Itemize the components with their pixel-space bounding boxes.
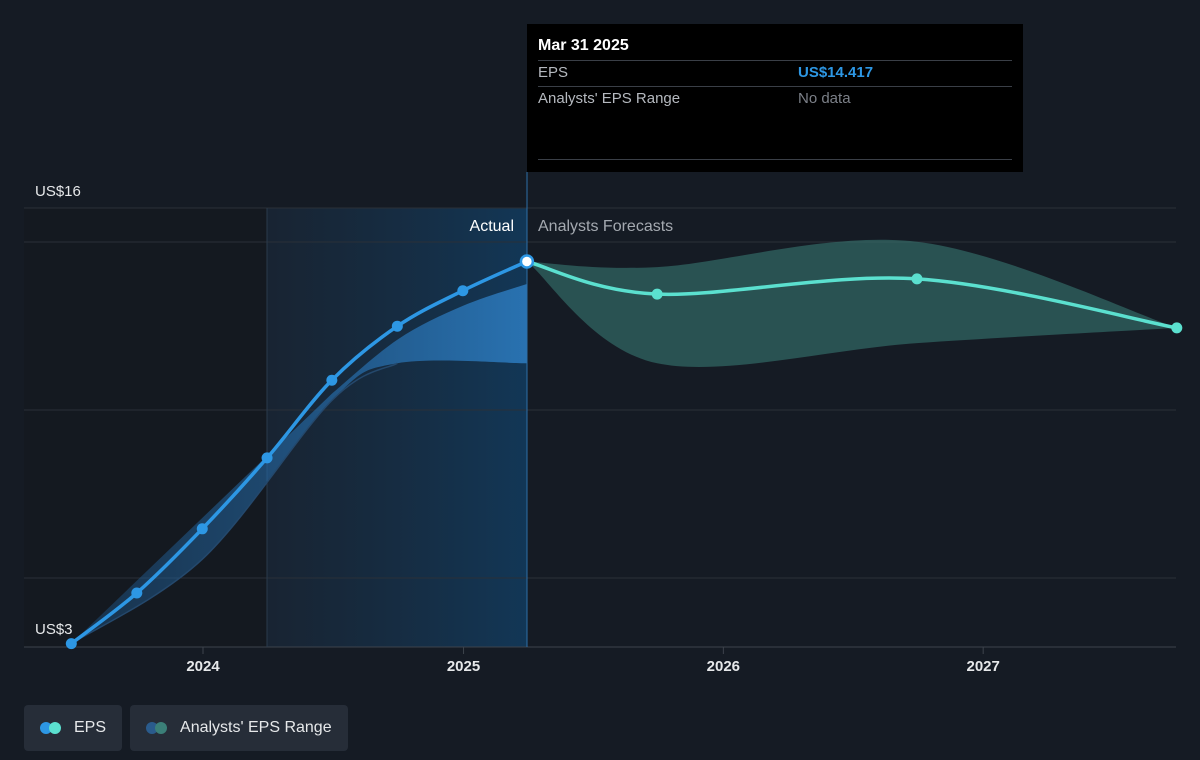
forecast-range-band <box>526 239 1177 367</box>
tooltip-range-label: Analysts' EPS Range <box>538 90 681 107</box>
eps-actual-point[interactable] <box>131 587 143 599</box>
legend-range-swatch <box>146 722 170 734</box>
x-tick-label: 2027 <box>966 658 999 675</box>
eps-actual-line <box>70 259 528 645</box>
eps-points <box>65 254 1183 650</box>
actual-range-band <box>71 284 527 644</box>
tooltip-eps-label: EPS <box>538 64 569 81</box>
hover-tooltip: Mar 31 2025 EPS US$14.417 Analysts' EPS … <box>527 24 1023 172</box>
eps-forecast-point[interactable] <box>651 288 663 300</box>
tooltip-date: Mar 31 2025 <box>538 37 629 54</box>
forecast-section-label: Analysts Forecasts <box>538 218 673 235</box>
legend-eps-label: EPS <box>74 719 107 736</box>
eps-actual-point[interactable] <box>261 452 273 464</box>
eps-actual-point[interactable] <box>391 320 403 332</box>
tooltip-row-eps: EPS US$14.417 <box>538 60 1012 86</box>
eps-chart: US$16 US$3 Actual Analysts Forecasts 202… <box>24 172 1183 675</box>
eps-actual-point[interactable] <box>457 285 469 297</box>
x-axis-ticks: 2024 2025 2026 2027 <box>186 647 1000 675</box>
eps-forecast-point[interactable] <box>911 273 923 285</box>
grid-lines <box>24 207 1176 648</box>
legend-item-eps-range[interactable]: Analysts' EPS Range <box>130 705 348 751</box>
eps-actual-point[interactable] <box>196 523 208 535</box>
eps-actual-point[interactable] <box>326 374 338 386</box>
eps-actual-point[interactable] <box>519 254 535 269</box>
tooltip-divider <box>538 159 1012 160</box>
eps-actual-point[interactable] <box>65 638 77 650</box>
x-tick-label: 2024 <box>186 658 220 675</box>
x-tick-label: 2025 <box>447 658 480 675</box>
tooltip-eps-value: US$14.417 <box>798 64 874 81</box>
y-axis-bottom-label: US$3 <box>35 621 73 638</box>
eps-forecast-point[interactable] <box>1171 322 1183 334</box>
eps-ghost-line <box>70 362 398 645</box>
actual-section-label: Actual <box>470 218 514 235</box>
eps-forecast-line <box>526 259 1178 330</box>
chart-legend: EPS Analysts' EPS Range <box>24 705 348 751</box>
y-axis-top-label: US$16 <box>35 183 81 200</box>
legend-item-eps[interactable]: EPS <box>24 705 123 751</box>
tooltip-range-value: No data <box>798 90 851 107</box>
x-tick-label: 2026 <box>707 658 740 675</box>
tooltip-row-range: Analysts' EPS Range No data <box>538 86 1012 112</box>
chart-svg: US$16 US$3 Actual Analysts Forecasts 202… <box>24 172 1183 675</box>
legend-range-label: Analysts' EPS Range <box>180 719 332 736</box>
legend-eps-swatch <box>40 722 64 734</box>
